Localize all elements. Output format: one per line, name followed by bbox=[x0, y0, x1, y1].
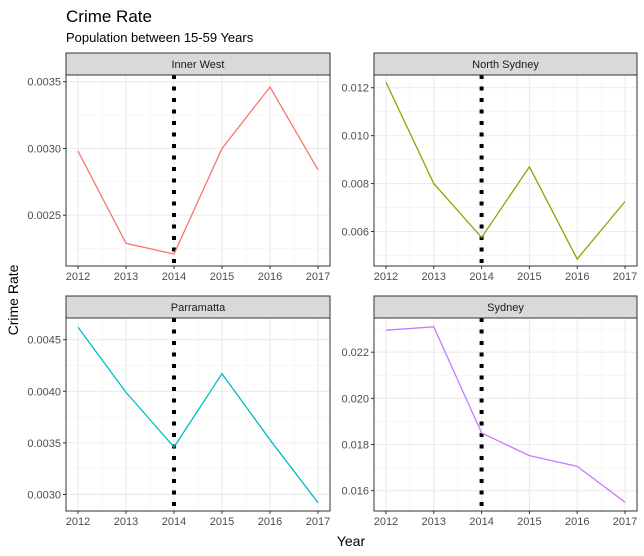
y-tick-label: 0.0030 bbox=[27, 489, 61, 501]
facet-strip-label: Parramatta bbox=[171, 302, 226, 314]
x-tick-label: 2014 bbox=[469, 516, 493, 528]
x-tick-label: 2017 bbox=[306, 516, 330, 528]
x-tick-label: 2012 bbox=[374, 271, 398, 283]
x-tick-label: 2012 bbox=[374, 516, 398, 528]
y-tick-label: 0.0030 bbox=[27, 143, 61, 155]
x-axis-title: Year bbox=[337, 533, 366, 549]
x-tick-label: 2014 bbox=[162, 516, 186, 528]
gridlines bbox=[66, 318, 330, 511]
x-tick-label: 2015 bbox=[210, 271, 234, 283]
x-tick-label: 2015 bbox=[210, 516, 234, 528]
panel-border bbox=[65, 317, 331, 512]
x-tick-label: 2017 bbox=[613, 516, 637, 528]
x-tick-label: 2013 bbox=[114, 516, 138, 528]
x-tick-label: 2013 bbox=[422, 516, 446, 528]
panel-border bbox=[65, 74, 331, 267]
x-tick-label: 2015 bbox=[517, 271, 541, 283]
x-tick-label: 2016 bbox=[565, 516, 589, 528]
panel-border bbox=[373, 74, 638, 267]
y-tick-label: 0.008 bbox=[341, 179, 369, 191]
y-tick-label: 0.0035 bbox=[27, 438, 61, 450]
panel-sydney: Sydney 2012 2013 2014 2015 2016 2017 0.016 0.018… bbox=[341, 295, 638, 528]
series-line-inner-west bbox=[77, 85, 319, 255]
gridlines bbox=[374, 75, 637, 266]
y-tick-label: 0.006 bbox=[341, 226, 369, 238]
panel-parramatta: Parramatta 2012 2013 2014 2015 2016 2017 0.0030… bbox=[27, 295, 331, 528]
facet-panels: Inner West 2012 2013 2014 2015 2016 2017 0.0025… bbox=[27, 52, 638, 528]
y-axis-title: Crime Rate bbox=[5, 264, 21, 335]
x-tick-label: 2013 bbox=[422, 271, 446, 283]
x-tick-label: 2016 bbox=[258, 271, 282, 283]
chart-subtitle: Population between 15-59 Years bbox=[66, 30, 254, 45]
y-tick-label: 0.016 bbox=[341, 486, 369, 498]
y-tick-label: 0.010 bbox=[341, 131, 369, 143]
chart-title: Crime Rate bbox=[66, 7, 152, 26]
y-tick-label: 0.0025 bbox=[27, 210, 61, 222]
y-tick-label: 0.0045 bbox=[27, 335, 61, 347]
x-tick-label: 2017 bbox=[306, 271, 330, 283]
x-tick-label: 2014 bbox=[469, 271, 493, 283]
y-tick-label: 0.022 bbox=[341, 347, 369, 359]
x-tick-label: 2012 bbox=[66, 516, 90, 528]
y-tick-label: 0.0035 bbox=[27, 77, 61, 89]
panel-border bbox=[373, 317, 638, 512]
x-tick-label: 2015 bbox=[517, 516, 541, 528]
series-line-north-sydney bbox=[385, 82, 626, 261]
series-line-parramatta bbox=[77, 326, 319, 504]
facet-strip-label: Sydney bbox=[487, 302, 524, 314]
x-tick-label: 2012 bbox=[66, 271, 90, 283]
x-tick-label: 2016 bbox=[565, 271, 589, 283]
series-line-sydney bbox=[385, 326, 626, 503]
panel-north-sydney: North Sydney 2012 2013 2014 2015 2016 2017 0.00… bbox=[341, 52, 638, 283]
y-tick-label: 0.018 bbox=[341, 440, 369, 452]
y-tick-label: 0.012 bbox=[341, 83, 369, 95]
y-tick-label: 0.020 bbox=[341, 393, 369, 405]
panel-inner-west: Inner West 2012 2013 2014 2015 2016 2017 0.0025… bbox=[27, 52, 331, 283]
x-tick-label: 2017 bbox=[613, 271, 637, 283]
x-tick-label: 2014 bbox=[162, 271, 186, 283]
facet-strip-label: North Sydney bbox=[472, 59, 539, 71]
facet-strip-label: Inner West bbox=[172, 59, 225, 71]
gridlines bbox=[374, 318, 637, 511]
x-tick-label: 2016 bbox=[258, 516, 282, 528]
y-tick-label: 0.0040 bbox=[27, 386, 61, 398]
x-tick-label: 2013 bbox=[114, 271, 138, 283]
